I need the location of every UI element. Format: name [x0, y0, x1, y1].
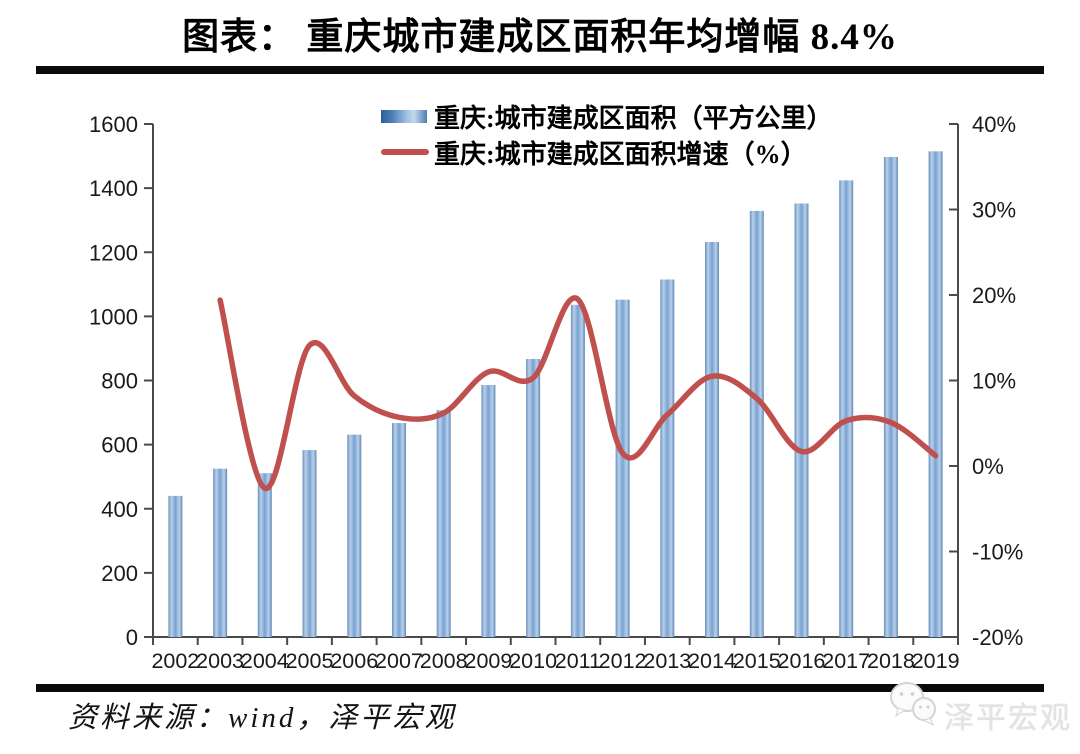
- x-axis-category-label: 2002: [151, 649, 199, 673]
- left-axis-tick-label: 1000: [89, 304, 138, 329]
- bar: [570, 304, 585, 637]
- x-axis-category-label: 2013: [643, 649, 691, 673]
- right-axis-tick-label: 40%: [972, 112, 1016, 137]
- left-axis-tick-label: 200: [101, 561, 138, 586]
- right-axis-tick-label: -10%: [972, 540, 1023, 565]
- right-axis-tick-label: 30%: [972, 198, 1016, 223]
- x-axis-category-label: 2003: [196, 649, 244, 673]
- bar: [839, 180, 854, 637]
- bottom-divider: [36, 684, 1044, 692]
- legend-item-area: 重庆:城市建成区面积（平方公里）: [381, 102, 833, 133]
- x-axis-category-label: 2012: [599, 649, 647, 673]
- top-divider: [36, 66, 1044, 74]
- left-axis-tick-label: 400: [101, 497, 138, 522]
- source-note: 资料来源：wind，泽平宏观: [68, 702, 457, 734]
- axes: [144, 123, 959, 645]
- wechat-bubbles-icon: [890, 682, 936, 727]
- bar: [794, 203, 809, 637]
- x-axis-category-label: 2016: [778, 649, 826, 673]
- bar: [526, 359, 541, 637]
- bar: [257, 473, 272, 637]
- bar: [660, 279, 675, 637]
- x-axis-category-label: 2007: [375, 649, 423, 673]
- bar: [928, 151, 943, 638]
- line-series-swatch: [381, 149, 429, 155]
- left-axis-tick-label: 1400: [89, 176, 138, 201]
- x-axis-category-label: 2014: [688, 649, 736, 673]
- bar: [436, 410, 451, 637]
- right-axis-tick-label: 10%: [972, 369, 1016, 394]
- bar: [705, 242, 719, 637]
- left-axis-tick-label: 600: [101, 433, 138, 458]
- axis-labels: 1600 1400 1200 1000 800 600 400 200 0 40% 30% 20% 10…: [89, 112, 1023, 673]
- legend-label-area: 重庆:城市建成区面积（平方公里）: [434, 103, 833, 133]
- bar: [302, 450, 317, 637]
- right-axis-tick-label: -20%: [972, 625, 1023, 650]
- brand-logo-text: 泽平宏观: [944, 702, 1072, 735]
- chart-legend: 重庆:城市建成区面积（平方公里） 重庆:城市建成区面积增速（%）: [381, 102, 833, 174]
- legend-item-growth: 重庆:城市建成区面积增速（%）: [381, 138, 833, 169]
- x-axis-category-label: 2010: [509, 649, 557, 673]
- x-axis-category-label: 2004: [241, 649, 289, 673]
- bar: [213, 468, 228, 637]
- left-axis-tick-label: 1200: [89, 240, 138, 265]
- x-axis-category-label: 2018: [867, 649, 915, 673]
- bar: [615, 299, 630, 637]
- left-axis-tick-label: 0: [126, 625, 138, 650]
- x-axis-category-label: 2008: [420, 649, 468, 673]
- left-axis-tick-label: 800: [101, 369, 138, 394]
- x-axis-category-label: 2009: [464, 649, 512, 673]
- bar: [392, 423, 406, 637]
- page-title: 图表： 重庆城市建成区面积年均增幅 8.4%: [182, 17, 898, 58]
- right-axis-tick-label: 0%: [972, 454, 1004, 479]
- x-axis-category-label: 2005: [286, 649, 334, 673]
- bar: [481, 385, 496, 637]
- bar-series-swatch: [381, 109, 427, 123]
- right-axis-tick-label: 20%: [972, 283, 1016, 308]
- brand-logo: 泽平宏观: [888, 680, 1072, 737]
- growth-line: [217, 295, 939, 491]
- x-axis-category-label: 2015: [733, 649, 781, 673]
- legend-label-growth: 重庆:城市建成区面积增速（%）: [434, 139, 807, 169]
- bar-series: [168, 151, 943, 638]
- x-axis-category-label: 2006: [330, 649, 378, 673]
- bar: [749, 210, 764, 637]
- line-series: [217, 295, 939, 491]
- bar: [883, 157, 898, 637]
- bar: [168, 495, 183, 637]
- x-axis-category-label: 2019: [912, 649, 960, 673]
- bar: [347, 434, 362, 637]
- x-axis-category-label: 2011: [555, 649, 601, 673]
- left-axis-tick-label: 1600: [89, 112, 138, 137]
- x-axis-category-label: 2017: [822, 649, 870, 673]
